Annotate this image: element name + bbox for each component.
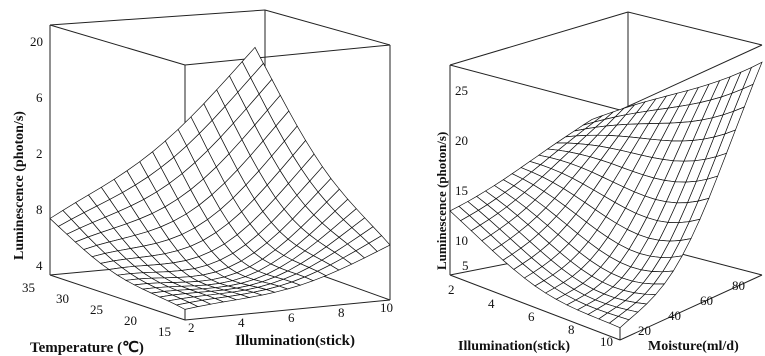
- right-surface-panel: 25 20 15 10 5 2 4 6 8 10 20 40 60 80 Lum…: [434, 11, 763, 354]
- left-x-tick-label: 10: [380, 300, 393, 315]
- right-y-tick-label: 60: [700, 293, 713, 308]
- left-surface-panel: 20 6 2 8 4 35 30 25 20 15 2 4 6 8 10 Lum…: [12, 9, 393, 356]
- right-z-tick-label: 20: [455, 133, 468, 148]
- left-y-tick-label: 20: [124, 313, 137, 328]
- left-x-tick-label: 8: [338, 305, 345, 320]
- right-x-ticks: 2 4 6 8 10: [448, 282, 613, 349]
- right-y-tick-label: 80: [732, 278, 745, 293]
- surface-mesh-cell: [175, 302, 199, 310]
- left-x-tick-label: 4: [238, 315, 245, 330]
- left-z-axis-title: Luminescence (photon/s): [12, 111, 27, 260]
- left-y-ticks: 35 30 25 20 15: [22, 280, 171, 339]
- right-x-tick-label: 8: [568, 322, 575, 337]
- right-z-ticks: 25 20 15 10 5: [455, 83, 469, 273]
- surface-mesh-cell: [608, 316, 630, 329]
- right-x-tick-label: 10: [600, 334, 613, 349]
- left-x-tick-label: 2: [188, 320, 195, 335]
- right-z-tick-label: 5: [462, 258, 469, 273]
- left-z-ticks: 20 6 2 8 4: [30, 34, 43, 273]
- left-y-tick-label: 30: [56, 291, 69, 306]
- right-z-tick-label: 25: [455, 83, 468, 98]
- left-y-axis-title: Temperature (℃): [30, 340, 144, 356]
- left-z-tick-label: 4: [36, 258, 43, 273]
- right-z-axis-title: Luminescence (photon/s): [434, 132, 449, 270]
- right-y-tick-label: 20: [638, 323, 651, 338]
- left-x-axis-title: Illumination(stick): [235, 333, 355, 349]
- right-y-axis-title: Moisture(ml/d): [648, 339, 739, 354]
- left-x-tick-label: 6: [288, 310, 295, 325]
- right-x-axis-title: Illumination(stick): [458, 339, 570, 354]
- left-y-tick-label: 35: [22, 280, 35, 295]
- right-x-tick-label: 4: [488, 296, 495, 311]
- left-z-tick-label: 8: [36, 202, 43, 217]
- left-y-tick-label: 25: [90, 302, 103, 317]
- right-x-tick-label: 2: [448, 282, 455, 297]
- left-x-ticks: 2 4 6 8 10: [188, 300, 393, 335]
- left-surface-mesh: [49, 46, 391, 310]
- right-y-ticks: 20 40 60 80: [638, 278, 745, 338]
- left-z-tick-label: 2: [36, 146, 43, 161]
- right-z-tick-label: 10: [455, 233, 468, 248]
- right-x-tick-label: 6: [528, 309, 535, 324]
- right-surface-mesh: [449, 61, 763, 329]
- left-z-tick-label: 20: [30, 34, 43, 49]
- right-z-tick-label: 15: [455, 183, 468, 198]
- right-y-tick-label: 40: [668, 308, 681, 323]
- left-z-tick-label: 6: [36, 90, 43, 105]
- left-y-tick-label: 15: [158, 324, 171, 339]
